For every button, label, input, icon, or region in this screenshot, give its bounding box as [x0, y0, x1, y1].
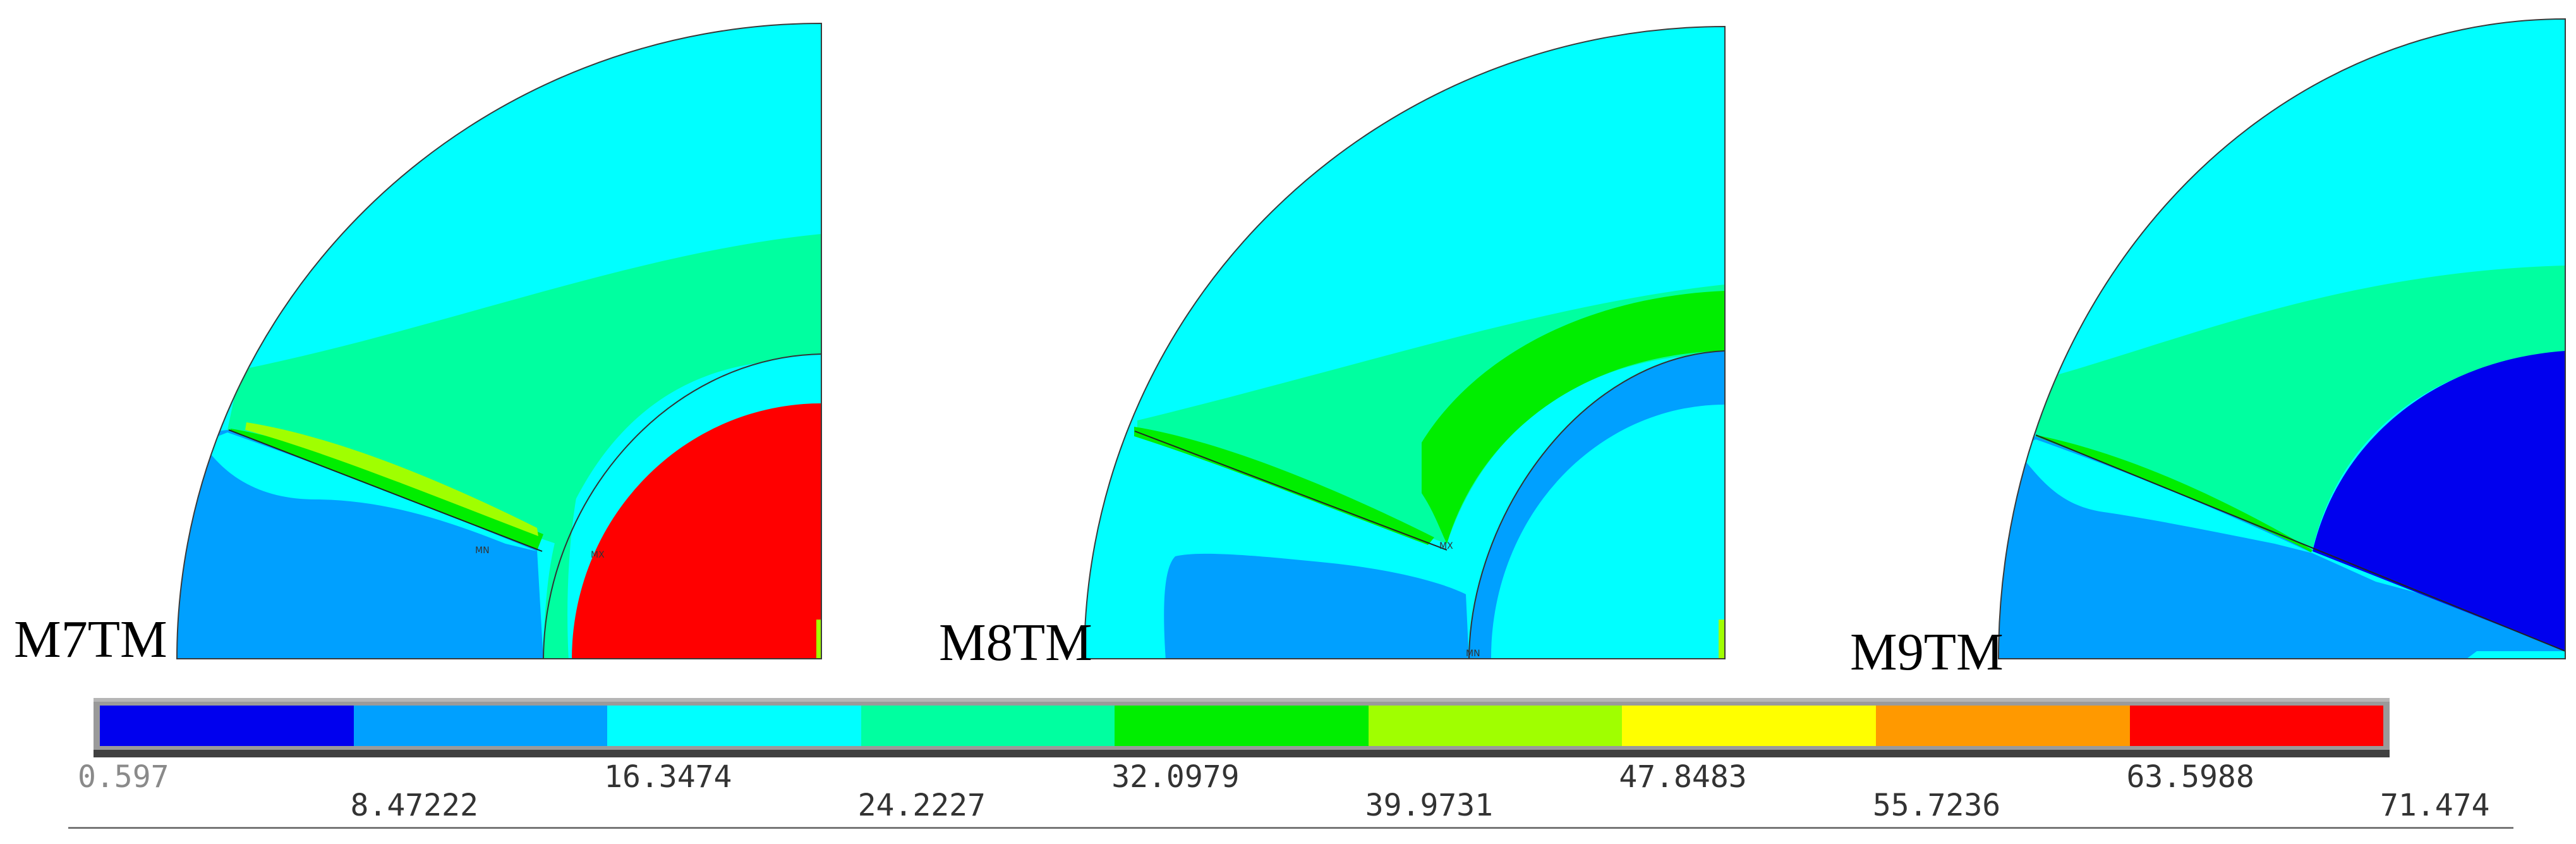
- legend-swatch-2: [353, 706, 608, 746]
- legend-tick-label: 0.597: [78, 759, 169, 795]
- legend-tick-label: 47.8483: [1619, 759, 1747, 795]
- model-label-m8tm: M8TM: [939, 613, 1092, 672]
- legend-tick-label: 32.0979: [1111, 759, 1240, 795]
- legend-swatch-6: [1368, 706, 1623, 746]
- contour-panel-m9tm: [1999, 19, 2565, 659]
- legend-tick-label: 55.7236: [1872, 788, 2001, 823]
- legend-swatch-9: [2129, 706, 2384, 746]
- legend-tick-label: 24.2227: [857, 788, 986, 823]
- contour-panel-m8tm: [1084, 27, 1725, 659]
- legend-swatch-3: [607, 706, 861, 746]
- legend-swatch-8: [1875, 706, 2130, 746]
- panel-a-max-marker: MX: [591, 550, 605, 560]
- legend-tick-label: 16.3474: [604, 759, 732, 795]
- legend-swatch-7: [1622, 706, 1876, 746]
- panel-b-outline: [1083, 25, 1726, 659]
- panel-c-outline: [1997, 18, 2566, 659]
- panel-b-min-marker: MN: [1466, 649, 1480, 659]
- legend-swatch-1: [100, 706, 354, 746]
- legend-swatch-5: [1115, 706, 1369, 746]
- panel-a-outline: [176, 22, 822, 659]
- legend-tick-label: 71.474: [2380, 788, 2490, 823]
- contour-panel-m7tm: [177, 23, 821, 659]
- color-legend-bar: [100, 706, 2384, 746]
- color-legend: [94, 698, 2390, 757]
- legend-tick-label: 63.5988: [2126, 759, 2254, 795]
- legend-tick-label: 39.9731: [1365, 788, 1494, 823]
- panel-a-min-marker: MN: [475, 546, 490, 556]
- legend-baseline-rule: [68, 827, 2513, 829]
- legend-swatch-4: [861, 706, 1115, 746]
- model-label-m9tm: M9TM: [1850, 623, 2004, 682]
- model-label-m7tm: M7TM: [14, 610, 167, 669]
- legend-tick-label: 8.47222: [350, 788, 478, 823]
- panel-b-max-marker: MX: [1439, 541, 1453, 551]
